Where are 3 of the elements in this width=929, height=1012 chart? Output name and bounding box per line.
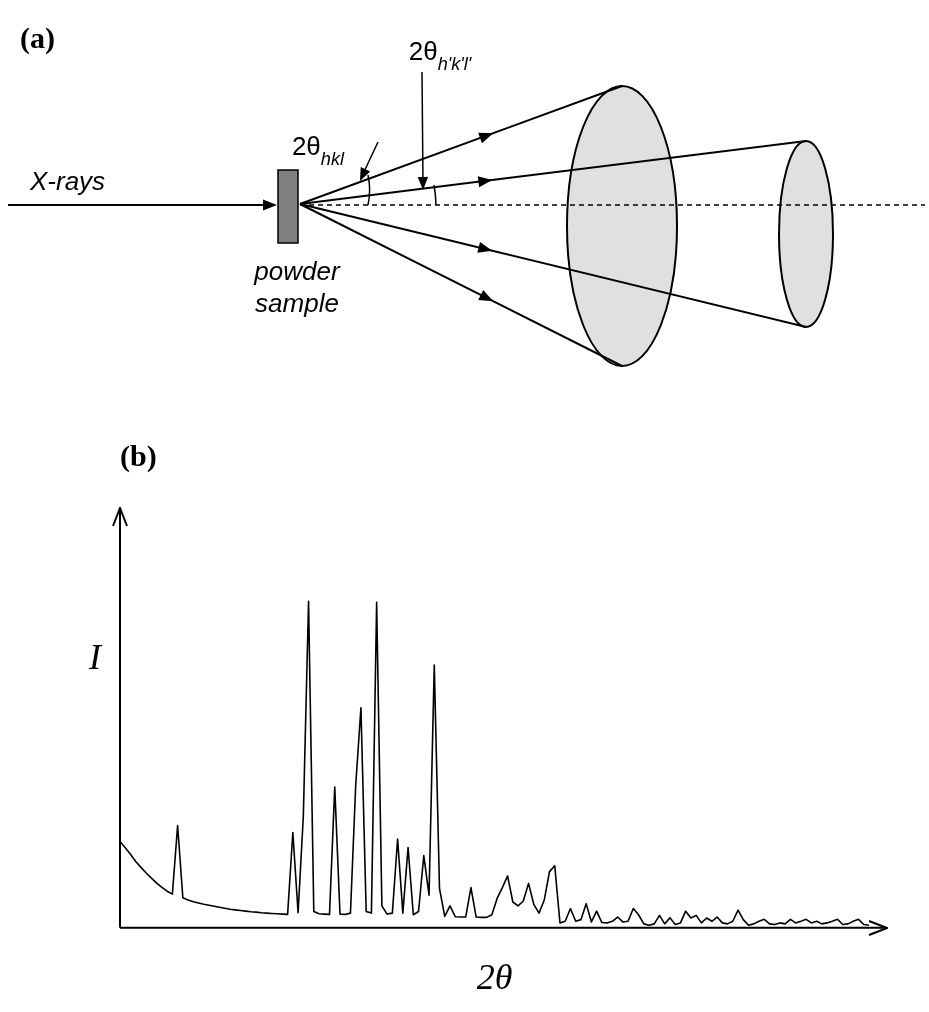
x-axis-title: 2θ [476, 956, 513, 997]
y-axis-title: I [88, 637, 103, 678]
chart-title: (b) [120, 438, 157, 473]
